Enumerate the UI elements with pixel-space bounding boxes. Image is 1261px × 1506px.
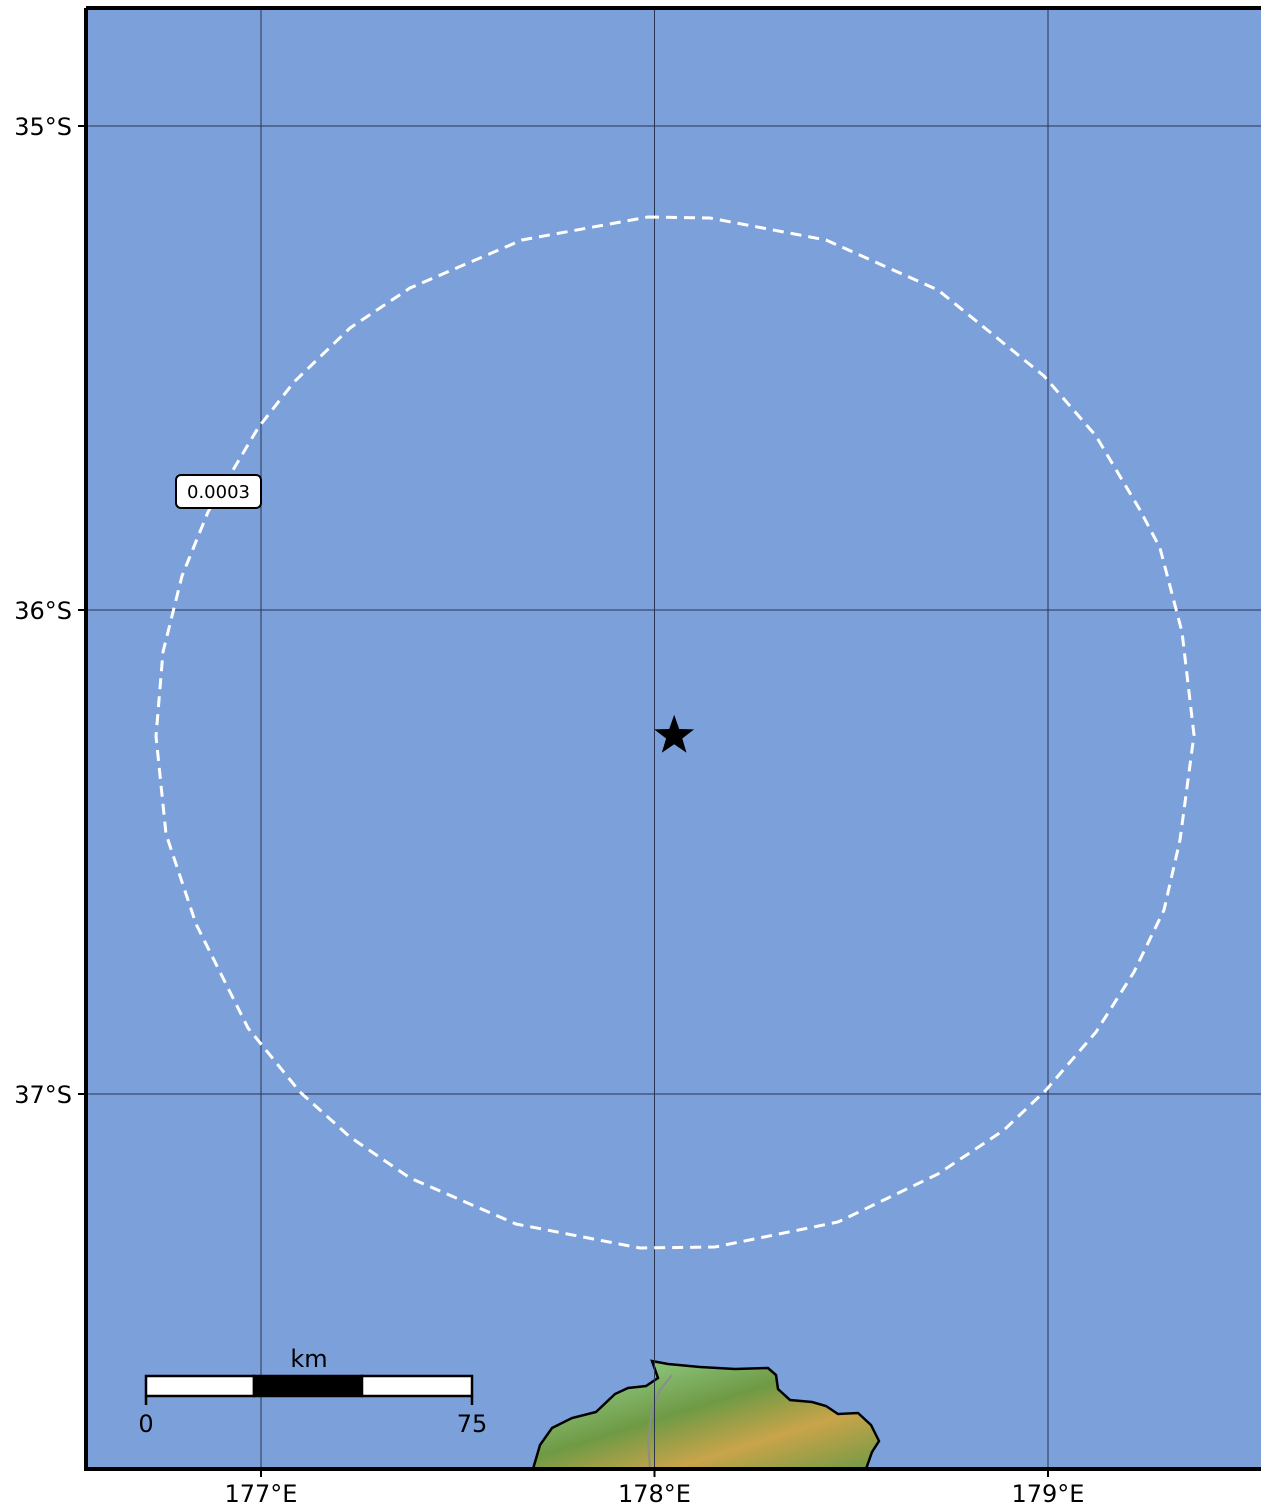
road-line <box>646 1374 673 1469</box>
lat-tick-label: 37°S <box>14 1081 72 1109</box>
scale-unit-label: km <box>290 1345 327 1373</box>
land-coastline <box>531 1359 881 1469</box>
probability-contour <box>154 215 1196 1250</box>
star-icon <box>654 714 695 753</box>
axis-tick-labels: 177°E 178°E 179°E 35°S 36°S 37°S <box>14 113 1084 1506</box>
scale-bar: km 0 75 <box>138 1345 487 1438</box>
lat-tick-label: 35°S <box>14 113 72 141</box>
lon-tick-label: 177°E <box>225 1480 298 1506</box>
lon-tick-label: 179°E <box>1012 1480 1085 1506</box>
epicenter-star-icon <box>654 714 695 753</box>
contour-label-box: 0.0003 <box>175 474 262 509</box>
lon-tick-label: 178°E <box>618 1480 691 1506</box>
graticule <box>86 8 1261 1469</box>
scale-start-label: 0 <box>138 1410 153 1438</box>
lat-tick-label: 36°S <box>14 597 72 625</box>
contour-label: 0.0003 <box>187 482 250 503</box>
map-frame <box>84 6 1261 1471</box>
scale-end-label: 75 <box>457 1410 488 1438</box>
